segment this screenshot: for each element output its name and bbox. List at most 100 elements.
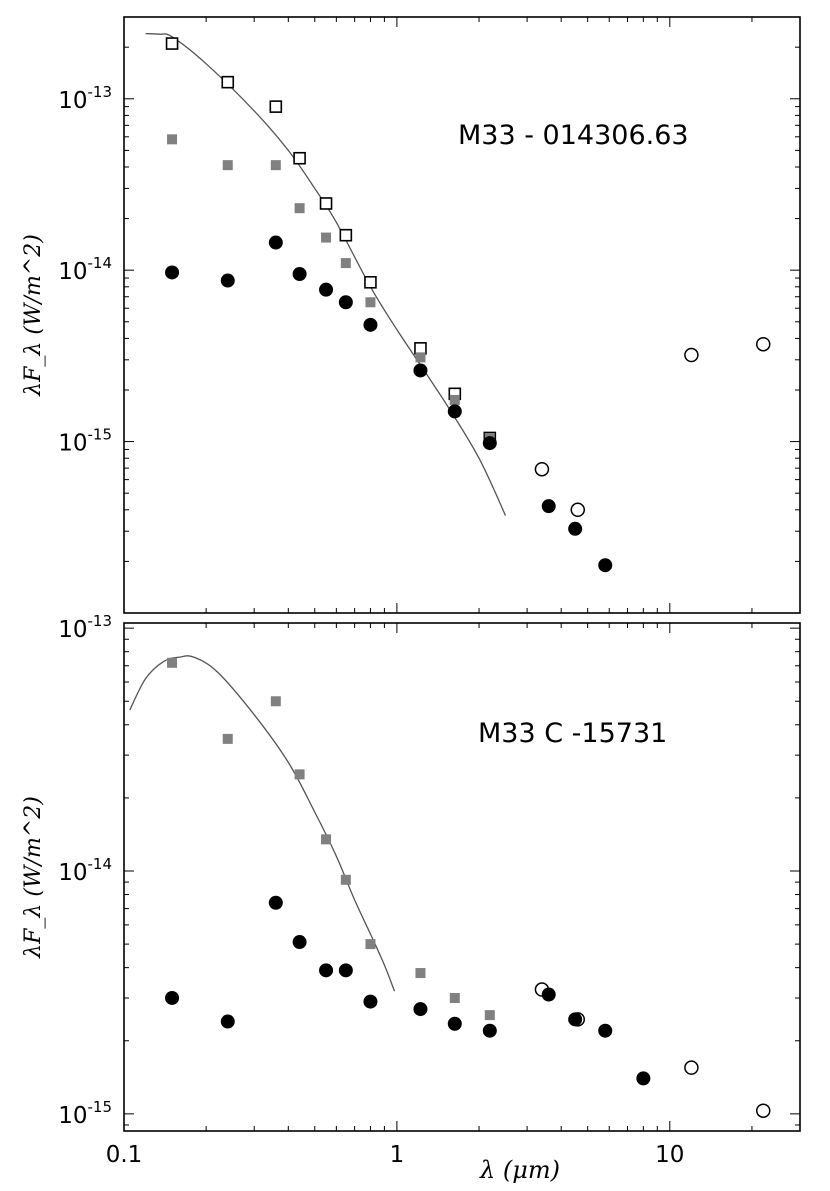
panel-top-ticks [123,17,801,614]
x-tick-label: 10 [655,1142,684,1168]
filled-circle-point [541,987,556,1002]
open-circle-point [684,1060,699,1075]
filled-circle-point [636,1071,651,1086]
grey-square-point [294,203,305,214]
grey-square-point [365,939,376,950]
grey-square-point [484,1010,495,1021]
filled-circle-point [413,1002,428,1017]
open-circle-point [684,347,699,363]
open-square-point [165,37,179,50]
x-axis-label: λ (μm) [479,1156,560,1184]
grey-square-point [415,352,426,363]
filled-circle-point [220,273,235,288]
grey-square-point [365,297,376,308]
grey-square-point [449,992,460,1003]
y-tick-label-base: 10 [58,88,87,114]
y-tick-label-exponent: -14 [88,855,113,873]
open-square-point [339,228,353,242]
panel-top-model-curve [145,32,507,516]
grey-square-point [222,160,233,171]
panel-top-y-axis-label: λF_λ (W/m^2) [21,234,46,397]
model-curve-line [129,655,396,992]
open-circle-point [755,1103,771,1118]
filled-circle-point [220,1014,235,1029]
y-tick-label-exponent: -15 [88,1098,113,1116]
grey-square-point [321,232,332,243]
open-circle-point [570,502,586,518]
filled-circle-point [292,267,307,282]
y-tick-label-base: 10 [58,259,87,285]
model-curve-line [145,32,507,516]
y-tick-label-base: 10 [58,860,87,886]
panel-top-title: M33 - 014306.63 [458,120,689,151]
open-square-point [414,342,427,355]
open-square-point [293,151,306,165]
y-tick-label-exponent: -15 [88,426,113,444]
open-square-point [269,100,283,113]
x-tick-label: 0.1 [106,1142,143,1168]
panel-bottom-y-axis-label-text: λF_λ (W/m^2) [21,796,46,959]
open-square-point [319,197,333,210]
y-tick-label: 10-14 [58,254,112,285]
filled-circle-point [338,963,353,978]
open-circle-point [534,461,550,477]
grey-square-point [340,874,351,885]
panel-bottom-ticks [123,623,801,1131]
filled-circle-point [447,404,462,419]
filled-circle-point [338,295,353,310]
panel-top-frame [123,16,801,614]
filled-circle-point [568,1012,583,1027]
y-tick-label: 10-13 [58,612,112,643]
y-tick-label: 10-14 [58,855,112,886]
grey-square-point [222,733,233,744]
filled-circle-point [482,1023,497,1038]
open-circle-point [534,982,550,997]
grey-square-point [270,160,281,171]
filled-circle-point [413,363,428,378]
open-square-point [221,75,235,89]
y-tick-label-base: 10 [58,1103,87,1129]
filled-circle-point [541,499,556,514]
grey-square-point [167,134,178,145]
filled-circle-point [363,994,378,1009]
filled-circle-point [598,558,613,573]
panel-top-y-axis-label-text: λF_λ (W/m^2) [21,234,46,397]
y-tick-label: 10-15 [58,1098,112,1129]
grey-square-point [270,696,281,707]
x-tick-label: 1 [390,1142,405,1168]
grey-square-point [167,657,178,668]
y-tick-label: 10-15 [58,426,112,457]
panel-bottom-frame [123,622,801,1132]
y-tick-label-exponent: -14 [88,254,113,272]
filled-circle-point [447,1016,462,1031]
filled-circle-point [268,895,283,910]
panel-bottom-y-axis-label: λF_λ (W/m^2) [21,796,46,959]
y-tick-label-exponent: -13 [88,83,113,101]
panel-bottom-model-curve [129,655,396,992]
filled-circle-point [319,282,334,297]
grey-square-point [294,769,305,780]
panel-bottom-data-points [165,657,771,1118]
filled-circle-point [363,317,378,332]
open-square-point [364,275,377,289]
panel-top-data-points [165,37,771,573]
filled-circle-point [568,521,583,536]
filled-circle-point [482,436,497,451]
panel-bottom-title: M33 C -15731 [478,718,667,749]
grey-square-point [449,394,460,405]
grey-square-point [321,834,332,845]
y-tick-label-base: 10 [58,431,87,457]
filled-circle-point [292,935,307,950]
open-circle-point [755,336,771,352]
grey-square-point [340,258,351,269]
y-tick-label-base: 10 [58,617,87,643]
filled-circle-point [319,963,334,978]
y-tick-label: 10-13 [58,83,112,114]
open-circle-point [570,1012,586,1027]
filled-circle-point [165,990,180,1005]
